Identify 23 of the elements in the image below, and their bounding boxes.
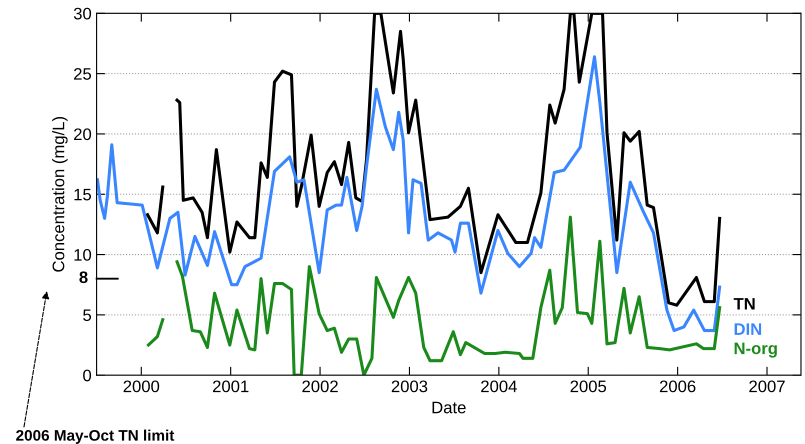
y-tick-label: 30 (74, 8, 92, 20)
y-tick-label: 25 (74, 68, 92, 80)
y-tick-label: 15 (74, 188, 92, 200)
y-tick-label: 0 (83, 370, 92, 382)
x-tick-label: 2002 (302, 380, 338, 392)
ref-line-label: 8 (79, 271, 88, 284)
text: 2006 May-Oct TN limit (16, 430, 174, 444)
x-tick-label: 2004 (481, 380, 517, 392)
x-tick-label: 2000 (124, 380, 160, 392)
x-axis-title: Date (432, 402, 466, 414)
y-tick-label: 10 (74, 248, 92, 261)
line-series (96, 55, 722, 332)
x-tick-label: 2001 (212, 380, 248, 392)
x-tick-label: 2007 (749, 380, 785, 392)
y-tick-label: 5 (83, 309, 92, 322)
x-tick-label: 2003 (392, 380, 428, 392)
series-label: DIN (734, 323, 762, 335)
x-tick-label: 2005 (570, 380, 606, 392)
y-tick-label: 20 (74, 128, 92, 140)
series-label: N-org (734, 342, 777, 358)
y-axis-title: Concentration (mg/L) (52, 117, 68, 272)
x-tick-label: 2006 (660, 380, 696, 392)
legend-label: TN (734, 298, 755, 310)
